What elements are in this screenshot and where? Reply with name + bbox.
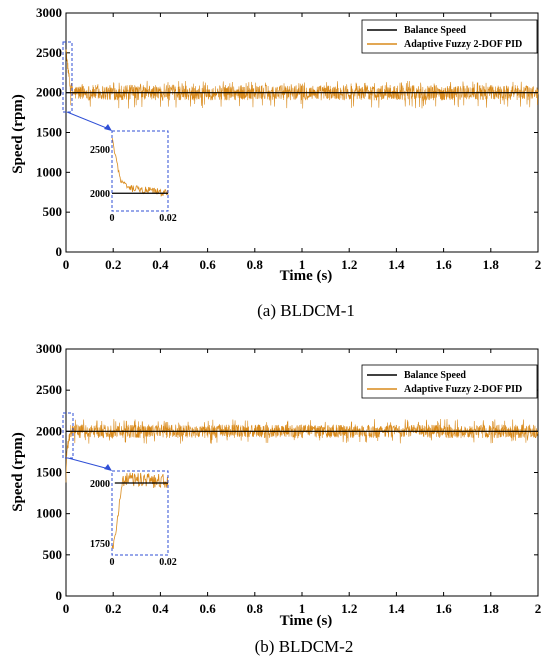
y-tick-label: 3000: [36, 5, 62, 20]
chart-panel-1: 0 0.2 0.4 0.6 0.8 1 1.2 1.4 1.6 1.8 2 0 500 1000 1500 2…: [10, 5, 541, 320]
y-tick-label: 2000: [36, 423, 62, 438]
x-axis-label: Time (s): [280, 268, 333, 284]
x-tick-label: 1.4: [388, 257, 405, 272]
y-tick-label: 1500: [36, 125, 62, 140]
legend-box: [361, 19, 538, 54]
figure-caption: (b) BLDCM-2: [255, 637, 354, 656]
zoom-region-box: [62, 41, 73, 113]
inset-y-tick-label: 1750: [90, 539, 110, 550]
x-tick-label: 1.6: [435, 257, 452, 272]
x-tick-label: 1: [299, 601, 306, 616]
inset-frame: [111, 470, 169, 556]
zoom-arrow-head: [104, 124, 112, 131]
inset-x-tick-label: 0: [110, 213, 115, 224]
inset-y-tick-label: 2500: [90, 145, 110, 156]
zoom-arrow-line: [67, 457, 110, 470]
y-tick-label: 2500: [36, 45, 62, 60]
x-tick-label: 0.6: [199, 601, 216, 616]
series-adaptive-fuzzy-pid: [65, 49, 539, 109]
inset-y-tick-label: 2000: [90, 189, 110, 200]
x-tick-label: 0.6: [199, 257, 216, 272]
x-tick-label: 0: [63, 601, 70, 616]
inset-y-tick-label: 2000: [90, 479, 110, 490]
legend-label-balance-speed: Balance Speed: [404, 370, 466, 381]
legend-box: [361, 364, 538, 399]
y-tick-label: 1000: [36, 506, 62, 521]
y-tick-label: 2000: [36, 85, 62, 100]
zoom-arrow-line: [66, 111, 110, 130]
x-tick-label: 0: [63, 257, 70, 272]
y-tick-label: 1000: [36, 164, 62, 179]
legend-label-adaptive-fuzzy-pid: Adaptive Fuzzy 2-DOF PID: [404, 384, 522, 395]
x-tick-label: 2: [535, 257, 542, 272]
inset-zoom: 2000 2500 0 0.02: [90, 130, 177, 224]
inset-series-adaptive-fuzzy-pid: [111, 472, 169, 549]
chart-panel-2: 0 0.2 0.4 0.6 0.8 1 1.2 1.4 1.6 1.8 2 0 500 1000 1500 2…: [10, 341, 541, 656]
y-tick-label: 1500: [36, 465, 62, 480]
y-tick-label: 0: [56, 588, 63, 603]
x-tick-label: 1.4: [388, 601, 405, 616]
inset-area: [112, 471, 168, 555]
x-tick-label: 1.2: [341, 257, 357, 272]
y-tick-label: 0: [56, 244, 63, 259]
legend-label-adaptive-fuzzy-pid: Adaptive Fuzzy 2-DOF PID: [404, 39, 522, 50]
y-axis-label: Speed (rpm): [10, 94, 26, 174]
y-tick-label: 500: [43, 547, 63, 562]
x-tick-label: 1.8: [483, 601, 500, 616]
x-tick-label: 0.2: [105, 601, 121, 616]
x-tick-label: 2: [535, 601, 542, 616]
inset-x-tick-label: 0.02: [159, 557, 177, 568]
x-tick-label: 1: [299, 257, 306, 272]
x-axis-label: Time (s): [280, 613, 333, 629]
inset-frame: [111, 130, 169, 212]
x-tick-label: 0.4: [152, 601, 169, 616]
x-tick-label: 1.6: [435, 601, 452, 616]
legend-label-balance-speed: Balance Speed: [404, 25, 466, 36]
x-tick-label: 1.8: [483, 257, 500, 272]
y-tick-label: 3000: [36, 341, 62, 356]
inset-x-tick-label: 0: [110, 557, 115, 568]
zoom-arrow-head: [104, 464, 112, 471]
x-tick-label: 0.8: [247, 601, 264, 616]
inset-zoom: 1750 2000 0 0.02: [90, 470, 177, 568]
x-tick-label: 1.2: [341, 601, 357, 616]
x-tick-label: 0.4: [152, 257, 169, 272]
y-tick-label: 500: [43, 204, 63, 219]
x-tick-label: 0.8: [247, 257, 264, 272]
inset-x-tick-label: 0.02: [159, 213, 177, 224]
x-tick-label: 0.2: [105, 257, 121, 272]
figure-caption: (a) BLDCM-1: [257, 301, 355, 320]
y-tick-label: 2500: [36, 382, 62, 397]
inset-area: [112, 131, 168, 211]
y-axis-label: Speed (rpm): [10, 432, 26, 512]
